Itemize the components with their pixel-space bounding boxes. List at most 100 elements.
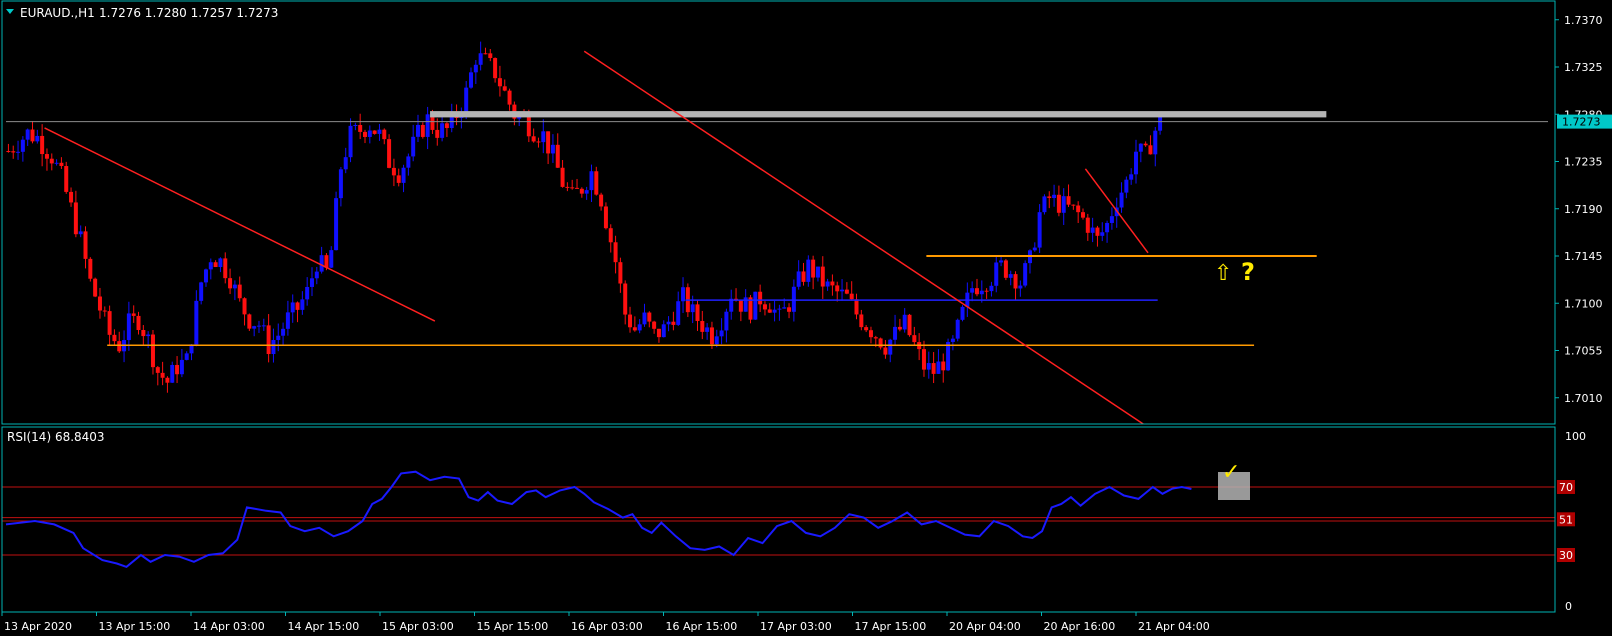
candle-body bbox=[309, 278, 314, 287]
candle-body bbox=[444, 123, 449, 129]
candle-body bbox=[319, 255, 324, 272]
candle-body bbox=[232, 284, 237, 289]
candle-body bbox=[859, 314, 864, 328]
candle-body bbox=[483, 53, 488, 55]
candle-body bbox=[873, 337, 878, 339]
candle-body bbox=[170, 364, 175, 383]
candle-body bbox=[681, 287, 686, 302]
candle-body bbox=[425, 114, 430, 137]
candle-body bbox=[131, 313, 136, 316]
candle-body bbox=[690, 304, 695, 313]
candle-body bbox=[893, 326, 898, 340]
candle-body bbox=[372, 130, 377, 134]
candle-body bbox=[493, 58, 498, 79]
candle-body bbox=[69, 191, 74, 203]
candle-body bbox=[623, 283, 628, 315]
candle-body bbox=[353, 124, 358, 126]
candle-body bbox=[1023, 263, 1028, 286]
symbol-dropdown-icon[interactable] bbox=[6, 9, 14, 14]
candle-body bbox=[208, 262, 213, 270]
rsi-level-tag bbox=[1557, 548, 1575, 562]
candle-body bbox=[440, 123, 445, 138]
candle-body bbox=[1129, 174, 1134, 180]
resistance-zone bbox=[430, 111, 1327, 118]
candle-body bbox=[921, 349, 926, 370]
candle-body bbox=[714, 336, 719, 345]
candle-body bbox=[6, 151, 11, 152]
symbol-label: EURAUD.,H1 bbox=[20, 6, 95, 20]
candle-body bbox=[541, 131, 546, 143]
candle-body bbox=[507, 90, 512, 105]
candle-body bbox=[608, 228, 613, 243]
candle-body bbox=[329, 250, 334, 268]
candle-body bbox=[218, 258, 223, 268]
candle-body bbox=[1095, 227, 1100, 236]
candle-body bbox=[252, 326, 257, 329]
candle-body bbox=[946, 341, 951, 371]
candle-body bbox=[16, 151, 21, 153]
check-mark-icon: ✓ bbox=[1222, 460, 1240, 485]
candle-body bbox=[811, 259, 816, 278]
trendline-1 bbox=[44, 127, 436, 322]
rsi-tick-label: 70 bbox=[1559, 481, 1573, 494]
candle-body bbox=[300, 299, 305, 310]
candle-body bbox=[844, 289, 849, 294]
candle-body bbox=[199, 282, 204, 301]
candle-body bbox=[1124, 179, 1129, 193]
candle-body bbox=[656, 328, 661, 338]
candle-body bbox=[536, 141, 541, 143]
candle-body bbox=[941, 361, 946, 371]
candle-body bbox=[936, 361, 941, 374]
candle-body bbox=[589, 171, 594, 191]
candle-body bbox=[416, 124, 421, 137]
rsi-pane-frame bbox=[1, 426, 1556, 613]
time-tick-label: 17 Apr 15:00 bbox=[855, 620, 927, 633]
candle-body bbox=[165, 377, 170, 383]
rsi-line bbox=[5, 470, 1192, 569]
candle-body bbox=[469, 72, 474, 88]
candle-body bbox=[868, 330, 873, 338]
price-tick-label: 1.7145 bbox=[1564, 250, 1603, 263]
rsi-level-tag bbox=[1557, 512, 1575, 527]
price-tick-label: 1.7010 bbox=[1564, 392, 1603, 405]
candle-body bbox=[213, 262, 218, 268]
candle-body bbox=[526, 115, 531, 137]
candle-body bbox=[1066, 196, 1071, 205]
candle-body bbox=[550, 144, 555, 154]
trendline-2 bbox=[583, 50, 1144, 425]
candle-body bbox=[112, 334, 117, 342]
candle-body bbox=[146, 334, 151, 337]
candle-body bbox=[695, 304, 700, 321]
candle-body bbox=[777, 308, 782, 310]
rsi-tick-label: 30 bbox=[1559, 549, 1573, 562]
candle-body bbox=[671, 321, 676, 325]
current-price-tag bbox=[1557, 114, 1612, 129]
rsi-tick-label: 0 bbox=[1565, 600, 1572, 613]
candle-body bbox=[970, 288, 975, 293]
candle-body bbox=[396, 175, 401, 183]
candle-body bbox=[854, 299, 859, 315]
rsi-highlight-box bbox=[1218, 472, 1250, 500]
candle-body bbox=[787, 307, 792, 312]
candle-body bbox=[840, 289, 845, 292]
candle-body bbox=[931, 363, 936, 374]
candle-body bbox=[387, 139, 392, 168]
candle-body bbox=[632, 327, 637, 331]
candle-body bbox=[1090, 227, 1095, 233]
candle-body bbox=[242, 298, 247, 315]
candle-body bbox=[1071, 204, 1076, 206]
candle-body bbox=[1153, 130, 1158, 155]
current-price-label: 1.7273 bbox=[1562, 116, 1601, 129]
candle-body bbox=[772, 309, 777, 313]
candle-body bbox=[628, 314, 633, 328]
candle-body bbox=[155, 367, 160, 373]
candle-body bbox=[743, 297, 748, 312]
candle-body bbox=[902, 314, 907, 330]
candle-body bbox=[382, 129, 387, 140]
candle-body bbox=[305, 286, 310, 300]
time-tick-label: 13 Apr 2020 bbox=[4, 620, 72, 633]
candle-body bbox=[449, 111, 454, 129]
candle-body bbox=[579, 188, 584, 194]
candle-body bbox=[64, 166, 69, 192]
time-tick-label: 13 Apr 15:00 bbox=[99, 620, 171, 633]
